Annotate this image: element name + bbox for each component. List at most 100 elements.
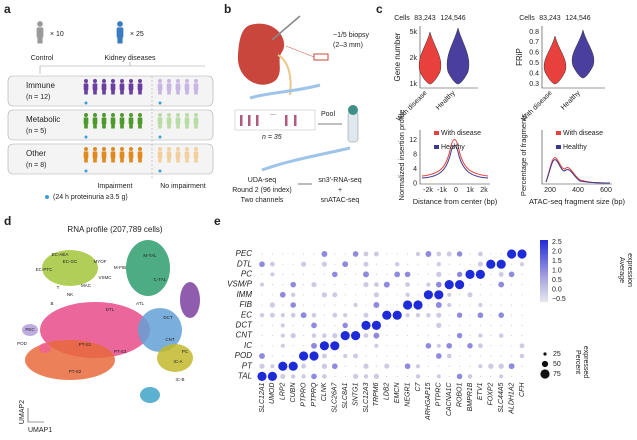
tick-label: 0.0	[552, 286, 562, 293]
person-icon	[158, 79, 162, 83]
person-icon	[84, 113, 88, 117]
tick-label: 1.5	[552, 258, 562, 265]
dot	[373, 373, 380, 380]
dot	[469, 365, 471, 367]
dot	[299, 351, 309, 361]
row-label: DTL	[237, 259, 252, 268]
gene-label: FOXP2	[488, 382, 495, 405]
umap-cluster	[39, 343, 51, 353]
dot	[407, 253, 409, 255]
gene-label: PTPRQ	[311, 382, 318, 407]
label: (24 h proteinuria ≥3.5 g)	[53, 194, 128, 201]
dot	[521, 335, 523, 337]
dot	[392, 310, 402, 320]
tick-label: -1k	[437, 187, 447, 194]
person-icon	[111, 147, 115, 151]
profile-healthy	[545, 159, 611, 184]
person-icon	[167, 157, 171, 163]
label: ~1/5 biopsy	[333, 32, 369, 39]
panel-label: b	[224, 2, 231, 16]
dot	[351, 331, 361, 341]
dot	[478, 251, 483, 257]
cluster-label: EC-PTC	[36, 267, 54, 272]
dot	[407, 345, 409, 347]
person-icon	[157, 151, 163, 159]
dot	[511, 304, 513, 306]
dot	[521, 375, 523, 377]
dot	[270, 364, 275, 369]
person-icon	[101, 83, 107, 91]
dot	[456, 271, 463, 278]
dot	[407, 375, 409, 377]
dot	[448, 365, 450, 367]
dot	[519, 262, 525, 267]
dot	[290, 302, 296, 308]
dot	[447, 292, 452, 297]
gene-label: LDB2	[384, 382, 391, 400]
dot	[486, 259, 496, 269]
dot	[438, 365, 440, 367]
dot	[311, 312, 317, 318]
person-icon	[102, 89, 106, 95]
legend-label: With disease	[563, 130, 603, 137]
dot	[344, 253, 346, 255]
dot	[321, 251, 328, 257]
umap-cluster	[22, 324, 38, 336]
gene-label: TRPM6	[373, 383, 380, 407]
dot	[469, 314, 471, 316]
dot	[415, 313, 421, 318]
dot	[427, 375, 429, 377]
dot	[396, 355, 398, 357]
dot	[490, 355, 492, 357]
umap-cluster	[140, 387, 160, 403]
label: snATAC-seq	[321, 197, 360, 204]
drop	[84, 135, 88, 139]
gene-label: BMPR1B	[467, 382, 474, 411]
dot	[384, 363, 390, 369]
dot	[375, 355, 377, 357]
dot	[521, 273, 523, 275]
dot	[271, 284, 273, 286]
row-label: POD	[235, 351, 253, 360]
dot	[508, 271, 515, 278]
dot	[303, 304, 305, 306]
dot	[259, 282, 265, 287]
label: (n = 12)	[26, 94, 50, 101]
dot	[323, 304, 325, 306]
legend-swatch	[434, 145, 439, 149]
dot	[375, 263, 377, 265]
person-icon	[185, 123, 189, 129]
person-icon	[184, 83, 190, 91]
dot	[435, 302, 442, 308]
dot	[386, 304, 388, 306]
sample-tube	[256, 115, 259, 126]
label: (2–3 mm)	[333, 42, 363, 49]
dot	[363, 261, 369, 267]
panel-label: a	[4, 2, 11, 16]
dot	[261, 335, 263, 337]
person-icon	[119, 117, 125, 125]
dot	[313, 273, 315, 275]
dot	[322, 333, 327, 338]
dot	[270, 272, 275, 277]
dot	[479, 355, 481, 357]
dot	[436, 271, 442, 278]
dot	[261, 253, 263, 255]
person-icon	[193, 151, 199, 159]
legend-swatch	[556, 145, 561, 149]
tick-label: 75	[553, 371, 561, 378]
dot	[459, 345, 461, 347]
axis-label: Distance from center (bp)	[413, 197, 498, 206]
drop	[84, 169, 88, 173]
person-icon	[194, 123, 198, 129]
tick-label: 0.5	[552, 277, 562, 284]
dot	[477, 261, 483, 267]
dot	[455, 280, 465, 290]
dot	[365, 345, 367, 347]
dot	[404, 363, 411, 370]
dot	[363, 363, 369, 369]
dot	[386, 345, 388, 347]
tick-label: 50	[553, 361, 561, 368]
dot	[467, 292, 473, 298]
label: × 25	[130, 31, 144, 38]
